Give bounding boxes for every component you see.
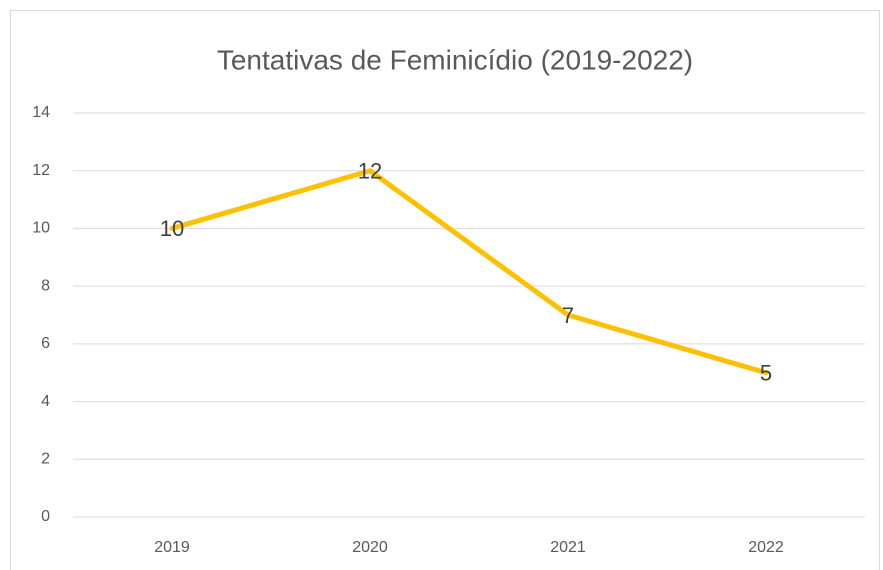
y-tick-label: 14 <box>32 104 50 121</box>
data-label: 7 <box>562 303 574 328</box>
line <box>169 168 769 376</box>
y-tick-label: 8 <box>41 277 50 294</box>
y-tick-label: 0 <box>41 508 50 525</box>
y-tick-label: 12 <box>32 162 50 179</box>
x-tick-label: 2021 <box>550 539 586 556</box>
y-tick-label: 6 <box>41 335 50 352</box>
data-label: 10 <box>160 216 184 241</box>
x-tick-label: 2019 <box>154 539 190 556</box>
chart-title: Tentativas de Feminicídio (2019-2022) <box>217 44 693 75</box>
y-tick-label: 4 <box>41 393 50 410</box>
y-tick-label: 2 <box>41 451 50 468</box>
x-tick-label: 2022 <box>748 539 784 556</box>
chart-border <box>10 10 880 570</box>
data-label: 12 <box>358 159 382 184</box>
x-tick-label: 2020 <box>352 539 388 556</box>
y-tick-label: 10 <box>32 220 50 237</box>
data-label: 5 <box>760 361 772 386</box>
